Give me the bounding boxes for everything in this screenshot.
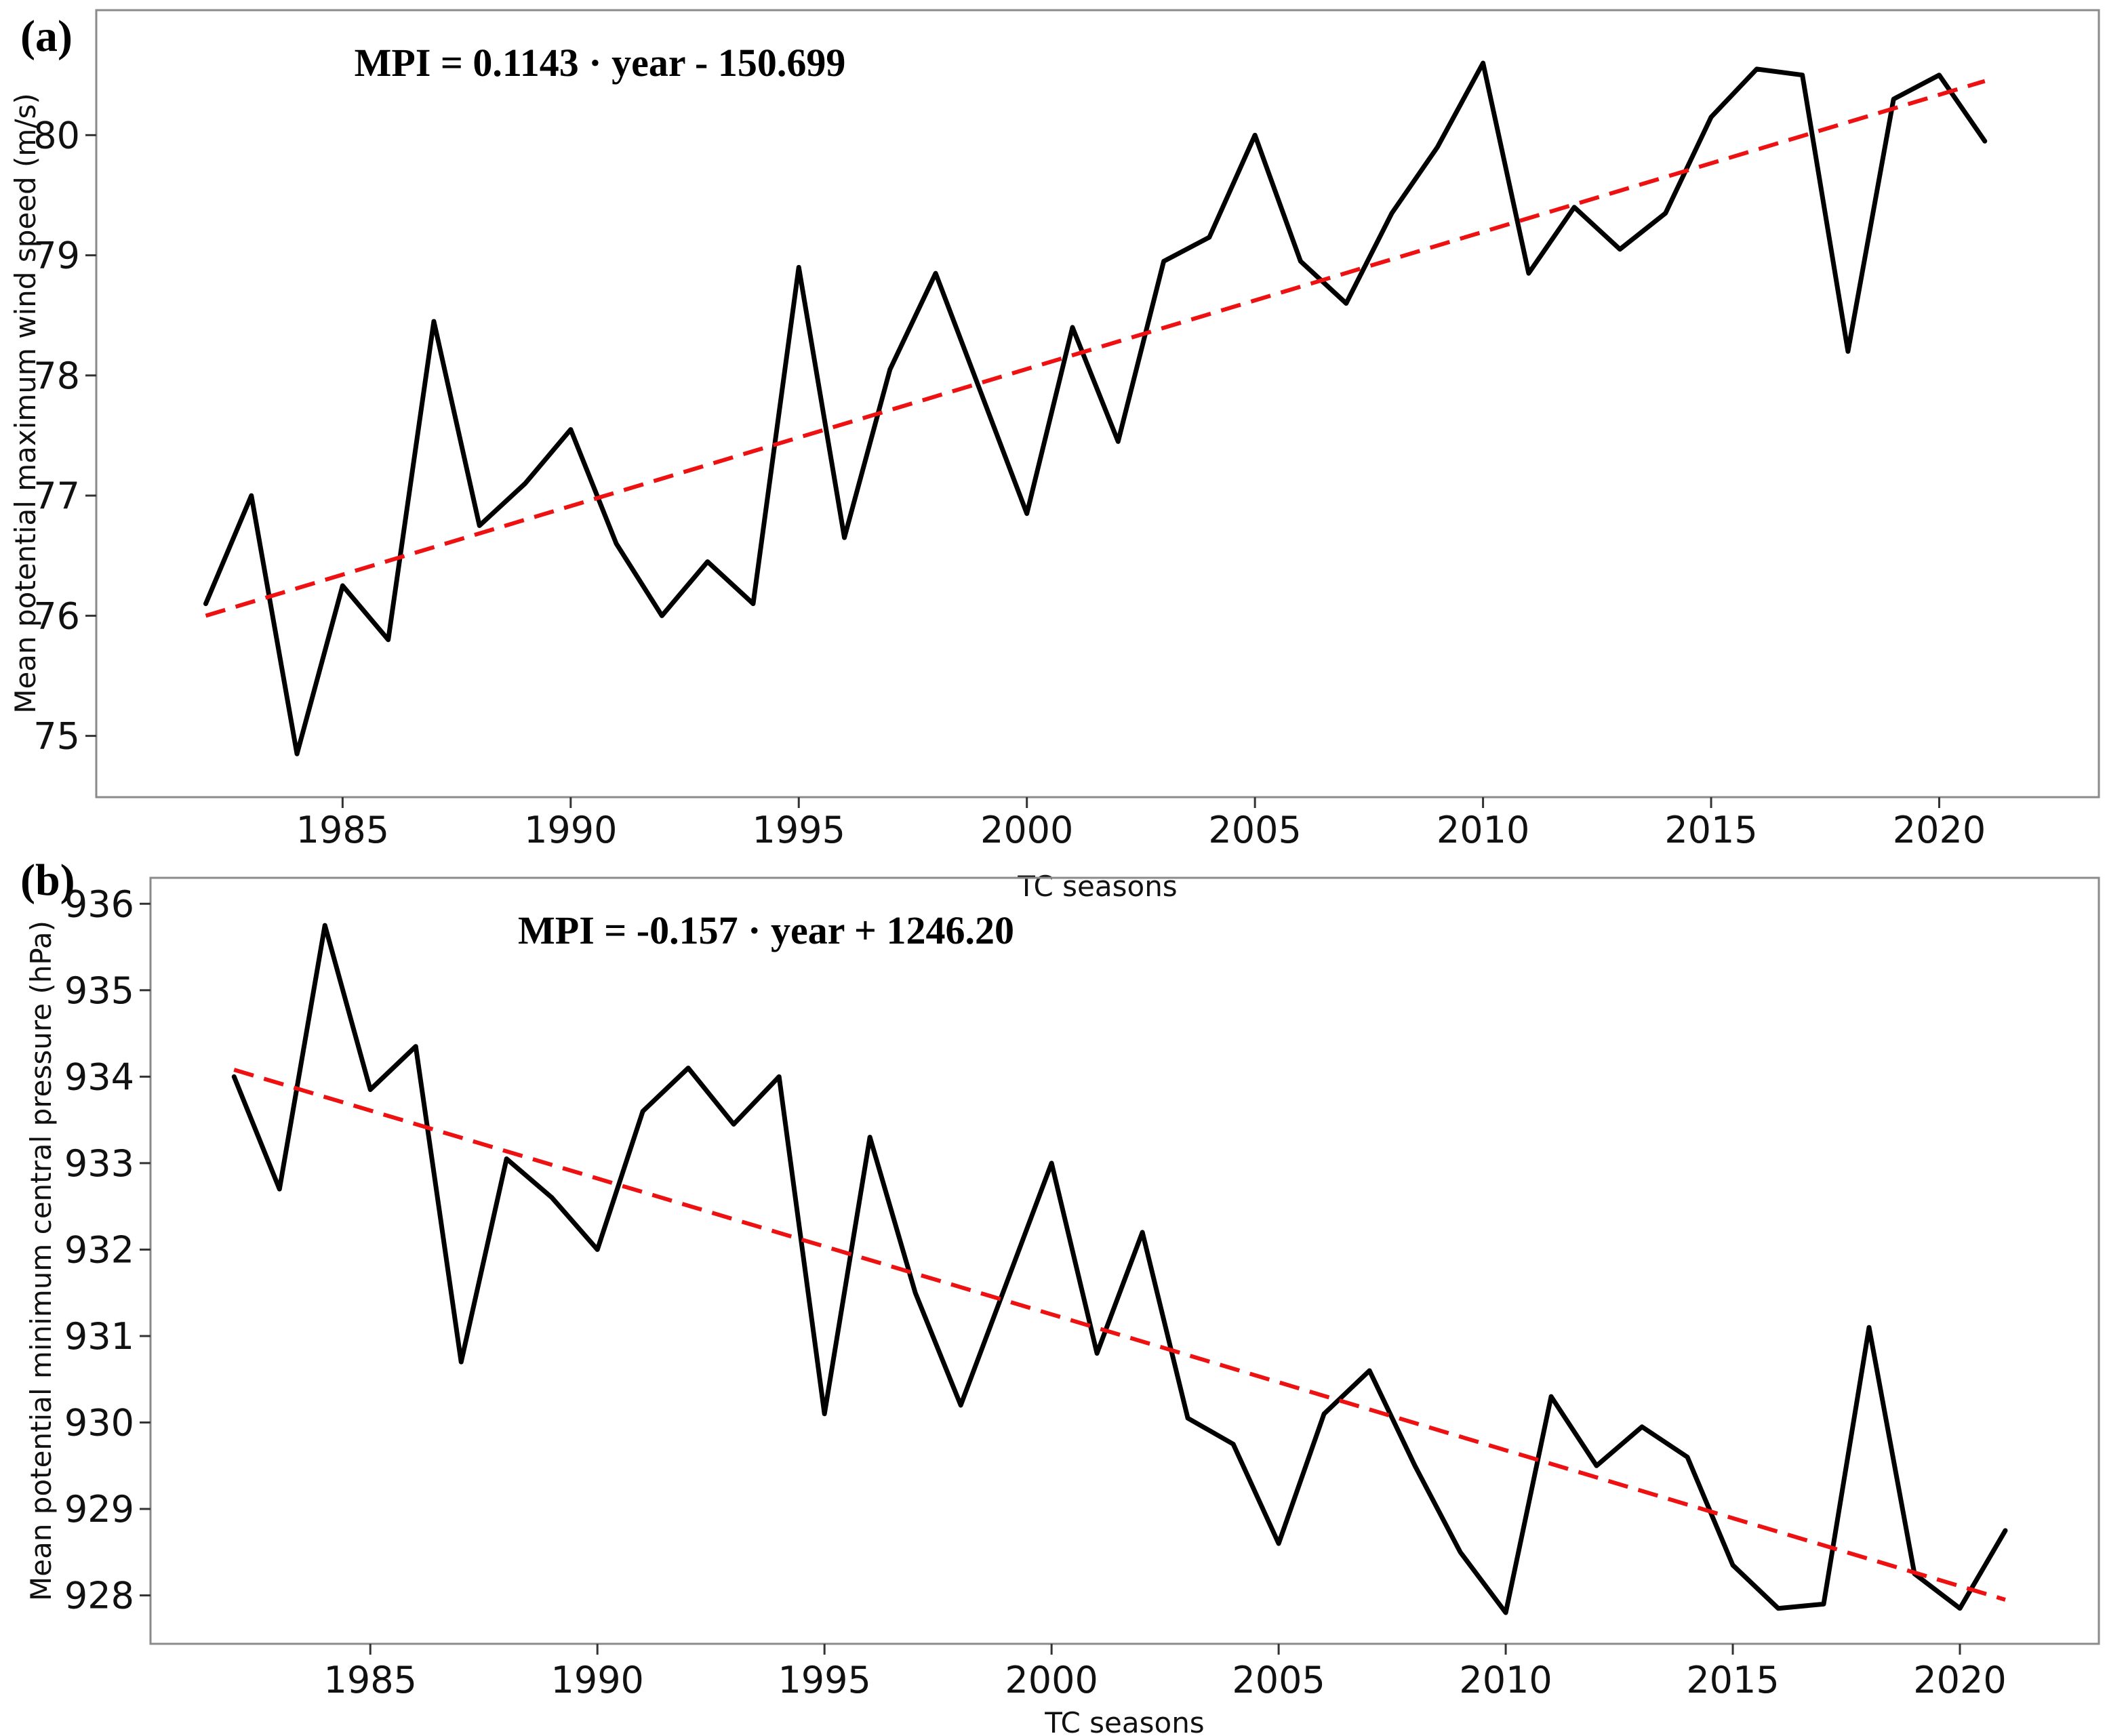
panel-b-plot-area: 1985 1990 1995 2000 2005 2010 2015 2020 928 929 93… <box>64 883 2008 1701</box>
y-tick-label: 80 <box>33 114 80 157</box>
x-tick-label: 2015 <box>1664 809 1757 851</box>
y-tick-label: 935 <box>64 969 134 1012</box>
panel-a-plot-area: 1985 1990 1995 2000 2005 2010 2015 2020 75 76 77 78… <box>33 60 1988 851</box>
trend-dashed-line <box>205 79 1986 618</box>
y-tick-label: 76 <box>33 594 80 637</box>
y-tick-label: 932 <box>64 1228 134 1271</box>
y-tick-label: 79 <box>33 235 80 277</box>
x-tick-label: 2015 <box>1686 1659 1779 1701</box>
y-tick-label: 933 <box>64 1142 134 1185</box>
panel-b: (b) MPI = -0.157 · year + 1246.20 Mean p… <box>20 855 2100 1736</box>
panel-b-y-axis-label: Mean potential minimum central pressure … <box>24 921 58 1601</box>
y-tick-label: 931 <box>64 1315 134 1358</box>
x-tick-label: 1990 <box>524 809 617 851</box>
data-series-line <box>203 60 1988 756</box>
y-tick-label: 77 <box>33 475 80 517</box>
x-tick-label: 2000 <box>980 809 1073 851</box>
x-tick-label: 1995 <box>778 1659 870 1701</box>
x-tick-label: 1985 <box>296 809 389 851</box>
x-tick-label: 2005 <box>1232 1659 1325 1701</box>
panel-a-x-axis-label: TC seasons <box>1017 870 1177 903</box>
panel-a-title: MPI = 0.1143 · year - 150.699 <box>355 41 846 85</box>
x-tick-label: 2020 <box>1893 809 1986 851</box>
x-tick-label: 1995 <box>752 809 845 851</box>
panel-b-tag: (b) <box>20 855 75 905</box>
panel-b-x-axis-label: TC seasons <box>1044 1706 1204 1736</box>
x-tick-label: 2010 <box>1459 1659 1552 1701</box>
x-tick-label: 2020 <box>1913 1659 2006 1701</box>
x-tick-label: 1985 <box>324 1659 417 1701</box>
x-tick-label: 2010 <box>1437 809 1529 851</box>
x-tick-label: 2000 <box>1005 1659 1098 1701</box>
y-tick-label: 75 <box>33 715 80 758</box>
panel-a-tag: (a) <box>20 12 73 61</box>
x-tick-label: 2005 <box>1208 809 1301 851</box>
y-tick-label: 934 <box>64 1055 134 1098</box>
y-tick-label: 78 <box>33 355 80 397</box>
y-tick-label: 930 <box>64 1401 134 1444</box>
panel-a-plot-frame <box>95 9 2100 799</box>
panel-a: (a) MPI = 0.1143 · year - 150.699 Mean p… <box>9 9 2100 903</box>
trend-dashed-line <box>233 1068 2006 1602</box>
y-tick-label: 936 <box>64 883 134 925</box>
y-tick-label: 929 <box>64 1488 134 1531</box>
panel-b-plot-frame <box>149 876 2100 1645</box>
panel-a-y-axis-label: Mean potential maximum wind speed (m/s) <box>9 93 42 714</box>
y-tick-label: 928 <box>64 1575 134 1617</box>
panel-b-title: MPI = -0.157 · year + 1246.20 <box>518 908 1014 952</box>
x-tick-label: 1990 <box>550 1659 643 1701</box>
